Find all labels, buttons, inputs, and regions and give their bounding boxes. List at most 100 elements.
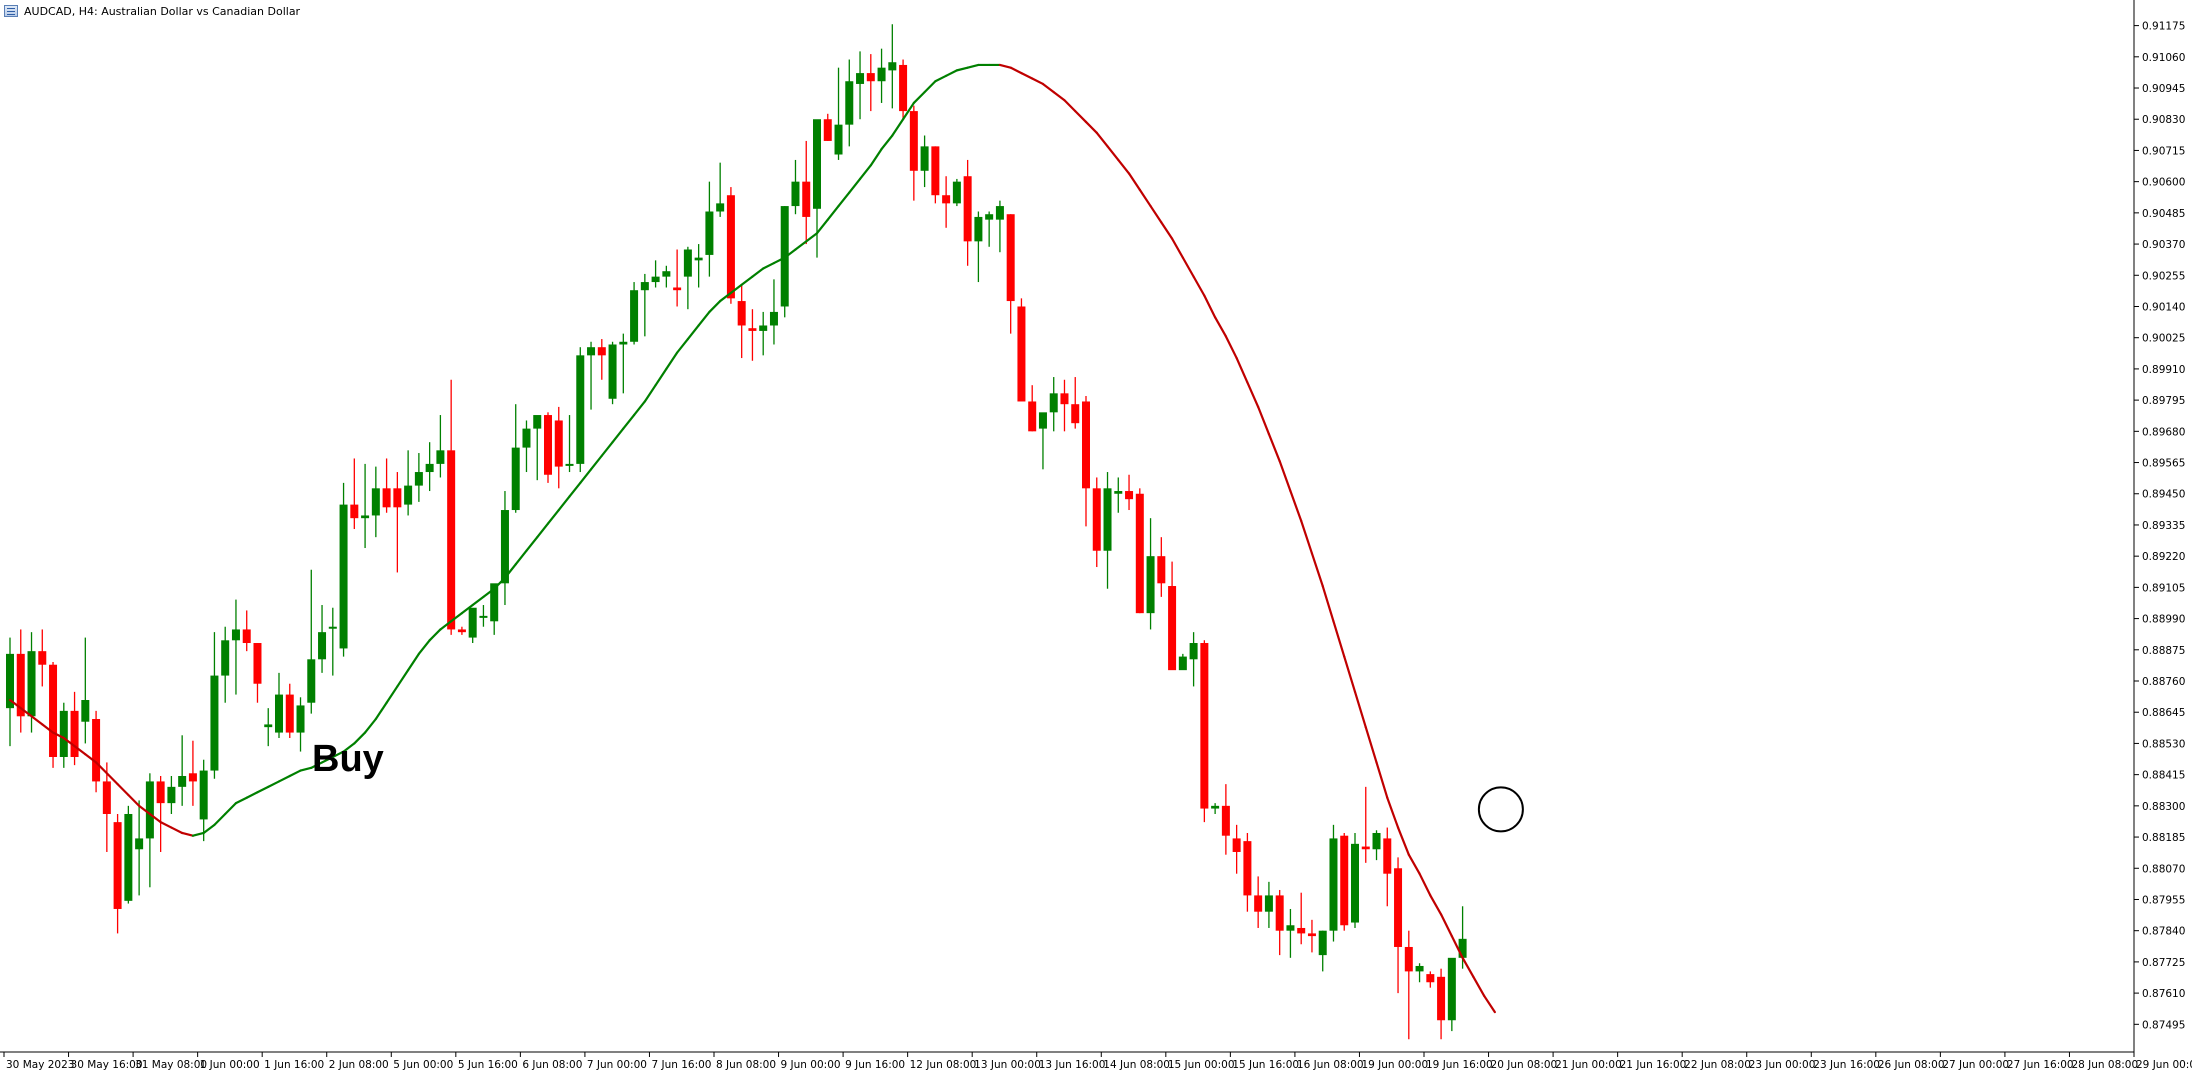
bear-candle bbox=[285, 683, 294, 739]
ma-segment bbox=[191, 831, 205, 837]
ma-segment bbox=[1020, 71, 1034, 80]
bear-candle bbox=[748, 309, 757, 361]
candle-body bbox=[447, 450, 456, 630]
ma-segment bbox=[536, 522, 550, 539]
candle-body bbox=[1082, 401, 1090, 489]
candle-body bbox=[1351, 843, 1359, 923]
bear-candle bbox=[1275, 889, 1284, 956]
ma-segment bbox=[1396, 826, 1410, 856]
price-tick-label: 0.90370 bbox=[2142, 239, 2185, 251]
candle-body bbox=[1286, 925, 1295, 931]
ma-segment bbox=[751, 267, 765, 278]
ma-segment bbox=[1052, 90, 1066, 102]
bull-candle bbox=[468, 607, 477, 644]
bull-candle bbox=[1372, 830, 1381, 861]
candle-body bbox=[1254, 895, 1263, 912]
time-tick-label: 5 Jun 00:00 bbox=[393, 1059, 453, 1071]
price-tick-label: 0.89450 bbox=[2142, 489, 2185, 501]
ma-segment bbox=[94, 761, 108, 775]
candle-body bbox=[942, 195, 951, 204]
ma-segment bbox=[1450, 935, 1464, 959]
candle-body bbox=[1211, 805, 1220, 809]
candle-body bbox=[92, 719, 101, 782]
candle-body bbox=[576, 355, 585, 464]
ma-segment bbox=[934, 74, 948, 83]
time-tick-label: 5 Jun 16:00 bbox=[458, 1059, 518, 1071]
price-tick-label: 0.89795 bbox=[2142, 395, 2185, 407]
candle-body bbox=[1447, 957, 1456, 1021]
ma-segment bbox=[396, 669, 410, 688]
price-tick-label: 0.88875 bbox=[2142, 645, 2185, 657]
bear-candle bbox=[457, 626, 466, 635]
bull-candle bbox=[318, 605, 327, 673]
bull-candle bbox=[1211, 803, 1220, 814]
candle-body bbox=[813, 119, 821, 209]
bull-candle bbox=[587, 341, 596, 410]
candle-body bbox=[1221, 805, 1230, 836]
candle-body bbox=[1114, 491, 1123, 494]
ma-segment bbox=[858, 164, 872, 181]
time-tick-label: 7 Jun 16:00 bbox=[651, 1059, 711, 1071]
price-tick-label: 0.87610 bbox=[2142, 988, 2185, 1000]
ma-segment bbox=[869, 147, 883, 167]
bear-candle bbox=[1168, 561, 1177, 671]
candle-body bbox=[479, 615, 488, 618]
time-tick-label: 26 Jun 08:00 bbox=[1878, 1059, 1945, 1071]
bull-candle bbox=[985, 211, 994, 247]
candle-body bbox=[328, 626, 337, 629]
bull-candle bbox=[145, 773, 154, 888]
bear-candle bbox=[16, 629, 25, 733]
time-tick-label: 21 Jun 00:00 bbox=[1555, 1059, 1622, 1071]
ma-segment bbox=[407, 652, 420, 672]
candle-body bbox=[651, 276, 660, 283]
ma-segment bbox=[84, 753, 98, 764]
price-tick-label: 0.88070 bbox=[2142, 863, 2185, 875]
time-tick-label: 27 Jun 00:00 bbox=[1942, 1059, 2009, 1071]
buy-signal-circle bbox=[1477, 786, 1524, 833]
bull-candle bbox=[339, 482, 348, 657]
candle-body bbox=[662, 271, 671, 277]
ma-segment bbox=[1278, 460, 1292, 493]
ma-segment bbox=[1418, 872, 1432, 897]
bull-candle bbox=[662, 265, 671, 288]
candle-body bbox=[1092, 488, 1101, 551]
candle-body bbox=[845, 81, 854, 125]
time-tick-label: 31 May 08:00 bbox=[135, 1059, 207, 1071]
price-tick-label: 0.88645 bbox=[2142, 707, 2185, 719]
ma-segment bbox=[1257, 405, 1271, 436]
time-tick-label: 14 Jun 08:00 bbox=[1103, 1059, 1170, 1071]
ma-segment bbox=[471, 595, 485, 607]
ma-segment bbox=[1117, 158, 1131, 175]
bear-candle bbox=[253, 643, 262, 703]
bull-candle bbox=[769, 279, 778, 345]
candle-body bbox=[371, 488, 380, 516]
candle-body bbox=[1028, 401, 1037, 432]
ma-segment bbox=[1127, 172, 1141, 191]
bull-candle bbox=[490, 583, 499, 635]
ma-segment bbox=[676, 337, 689, 354]
ma-segment bbox=[966, 63, 980, 69]
bear-candle bbox=[92, 710, 101, 793]
bear-candle bbox=[70, 691, 79, 766]
ma-segment bbox=[363, 717, 377, 734]
ma-segment bbox=[1300, 519, 1314, 555]
ma-segment bbox=[224, 802, 238, 816]
ma-segment bbox=[127, 793, 141, 807]
bear-candle bbox=[382, 458, 391, 513]
candle-body bbox=[500, 510, 509, 584]
bull-candle bbox=[178, 735, 187, 806]
candle-body bbox=[1297, 927, 1306, 934]
ma-segment bbox=[998, 63, 1012, 69]
bear-candle bbox=[866, 54, 875, 112]
bull-candle bbox=[716, 162, 725, 217]
candle-body bbox=[339, 504, 348, 649]
candle-body bbox=[285, 694, 294, 733]
bull-candle bbox=[307, 569, 316, 714]
time-tick-label: 9 Jun 16:00 bbox=[845, 1059, 905, 1071]
bull-candle bbox=[533, 415, 542, 481]
ma-segment bbox=[30, 715, 44, 726]
candle-body bbox=[716, 203, 725, 212]
candle-body bbox=[425, 463, 434, 473]
bear-candle bbox=[802, 140, 811, 245]
